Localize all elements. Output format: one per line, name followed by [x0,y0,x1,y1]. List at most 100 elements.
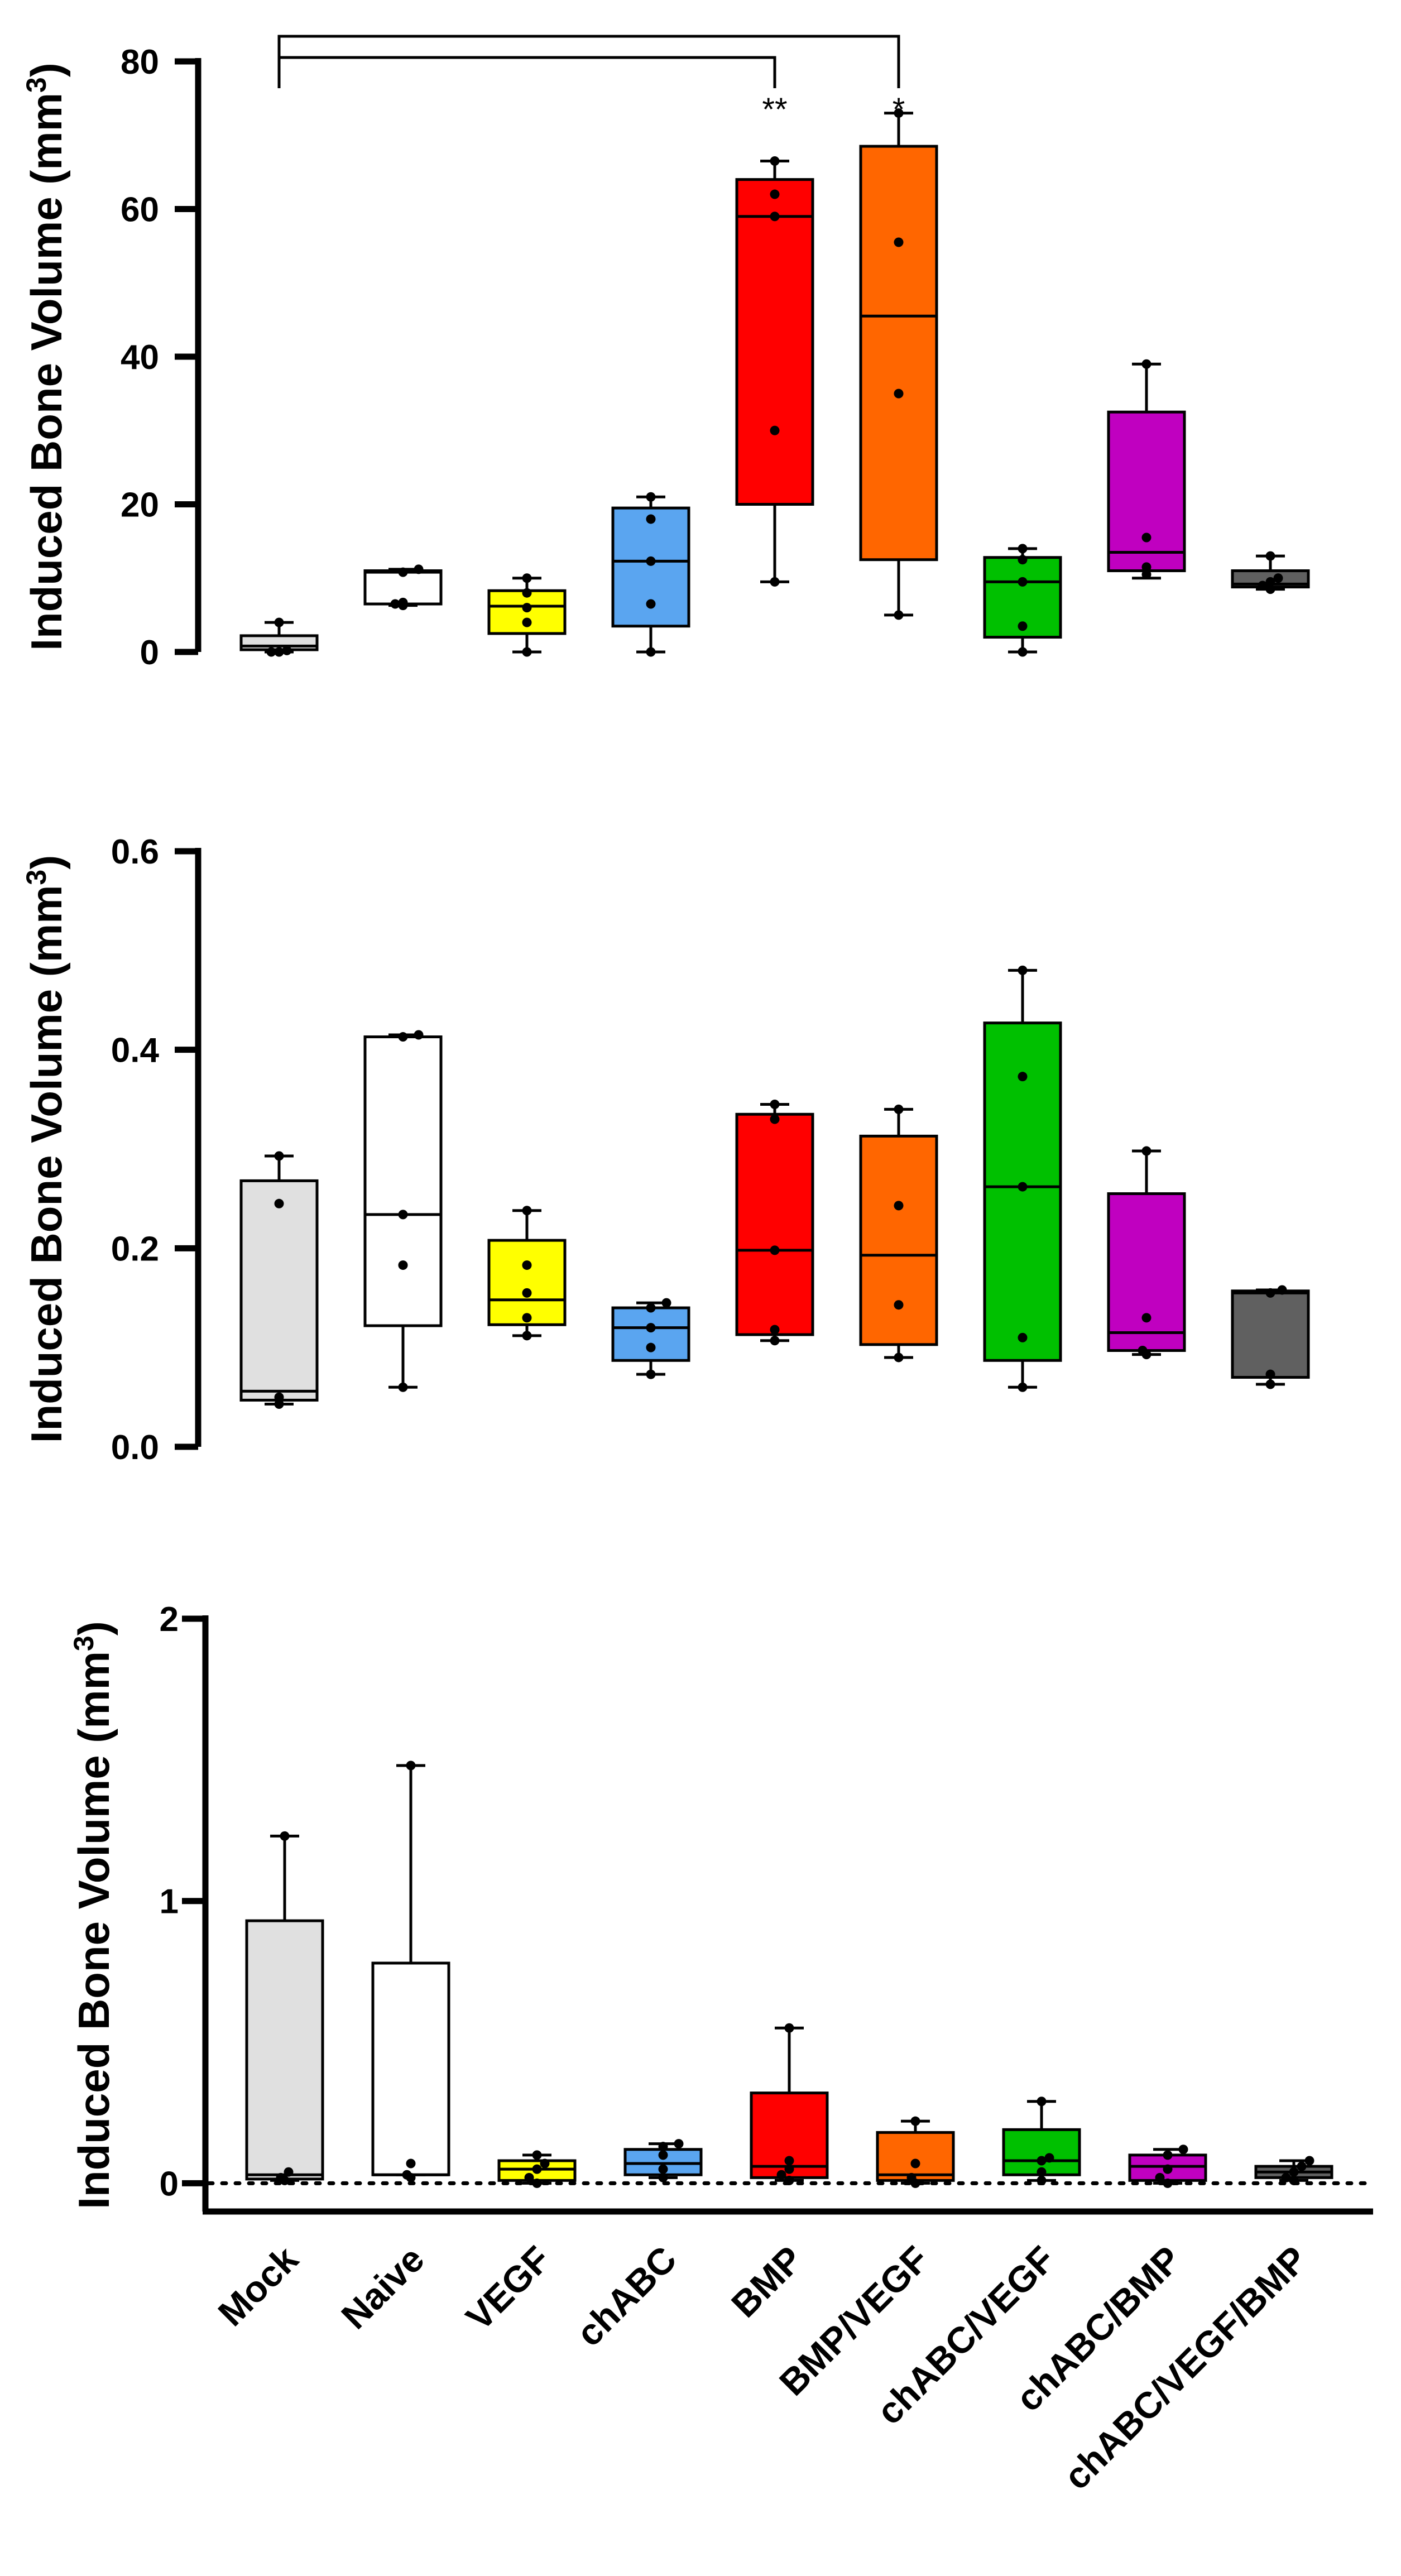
data-point [1141,1313,1151,1323]
data-point [646,514,656,524]
data-point [776,2170,786,2180]
data-point [1018,555,1028,565]
box-bmp [735,1099,814,1346]
y-tick-label: 0.2 [111,1230,159,1268]
data-point [540,2158,550,2169]
y-tick-label: 1 [160,1883,179,1921]
data-point [784,2175,794,2185]
box-iqr [371,1961,450,2176]
box-iqr [239,1179,319,1402]
data-point [532,2178,542,2188]
data-point [532,2164,542,2174]
data-point [406,2158,416,2169]
y-axis-title-main: Induced Bone Volume (mm [69,1651,118,2209]
box-mock [239,1151,319,1409]
data-point [770,1099,780,1109]
data-point [1018,1332,1028,1342]
data-point [274,1198,284,1208]
chart-panel-2: 0.0 0.2 0.4 0.6 Induced Bone Volume (mm3) [21,833,1310,1467]
data-point [1141,562,1151,572]
data-point [414,564,424,574]
y-tick-label: 40 [121,338,159,377]
y-tick-label: 60 [121,191,159,229]
data-point [658,2142,668,2152]
data-point [646,492,656,502]
box-bmp [735,156,814,587]
box-bmp-vegf [859,1104,938,1363]
significance-label: ** [762,92,787,128]
box-chabc-vegf-bmp [1254,2156,1333,2185]
data-point [1163,2164,1173,2174]
data-point [274,1399,284,1409]
box-iqr [611,1306,690,1362]
significance-brackets: ** * [277,35,905,128]
box-iqr [876,2131,955,2182]
box-vegf [497,2150,577,2188]
data-point [1277,1285,1287,1295]
data-point [274,1392,284,1402]
data-point [522,1260,532,1270]
box-chabc-vegf [983,544,1062,657]
data-point [658,2164,668,2174]
box-chabc-vegf [1002,2097,1081,2185]
y-axis-title: Induced Bone Volume (mm3) [68,1621,118,2209]
data-point [398,1260,408,1270]
box-iqr [735,1112,814,1336]
y-axis-title: Induced Bone Volume (mm3) [21,855,71,1443]
box-iqr [1107,1192,1186,1352]
data-point [274,617,284,627]
data-point [894,1300,904,1310]
data-point [1178,2145,1188,2155]
data-point [784,2156,794,2166]
data-point [1037,2175,1047,2185]
box-chabc [623,2139,703,2182]
y-tick-label: 0 [140,634,159,672]
data-point [266,647,276,657]
box-naive [363,1030,443,1392]
data-point [1297,2161,1307,2171]
data-point [906,2172,917,2182]
box-mock [245,1831,324,2185]
data-point [646,1369,656,1379]
data-point [1289,2175,1299,2185]
box-iqr [245,1919,324,2181]
data-point [770,189,780,199]
data-point [1018,965,1028,975]
data-point [1163,2150,1173,2160]
data-point [282,645,292,655]
data-point [646,1303,656,1313]
data-point [1018,621,1028,631]
data-point [770,1114,780,1124]
box-iqr [735,178,814,506]
data-point [770,1336,780,1346]
data-point [658,2150,668,2160]
data-point [1281,2172,1291,2182]
data-point [1044,2153,1054,2163]
data-point [1018,1182,1028,1192]
y-tick-label: 20 [121,486,159,525]
y-axis-title-superscript: 3 [21,77,52,93]
data-point [1163,2178,1173,2188]
data-point [532,2150,542,2160]
box-iqr [1107,410,1186,573]
box-chabc-bmp [1107,1146,1186,1360]
data-point [1018,577,1028,587]
data-point [894,237,904,247]
data-point [522,617,532,627]
data-point [522,603,532,613]
box-chabc-vegf-bmp [1231,1285,1310,1389]
box-iqr [859,1134,938,1346]
data-point [1018,544,1028,554]
box-chabc [611,492,690,657]
data-point [398,597,408,607]
box-chabc [611,1298,690,1379]
y-axis-title-close: ) [22,855,71,870]
box-bmp-vegf [859,108,938,620]
data-point [784,2164,794,2174]
box-vegf [487,573,567,657]
data-point [284,2167,294,2177]
data-point [658,2172,668,2182]
box-vegf [487,1206,567,1341]
box-bmp [750,2023,829,2185]
